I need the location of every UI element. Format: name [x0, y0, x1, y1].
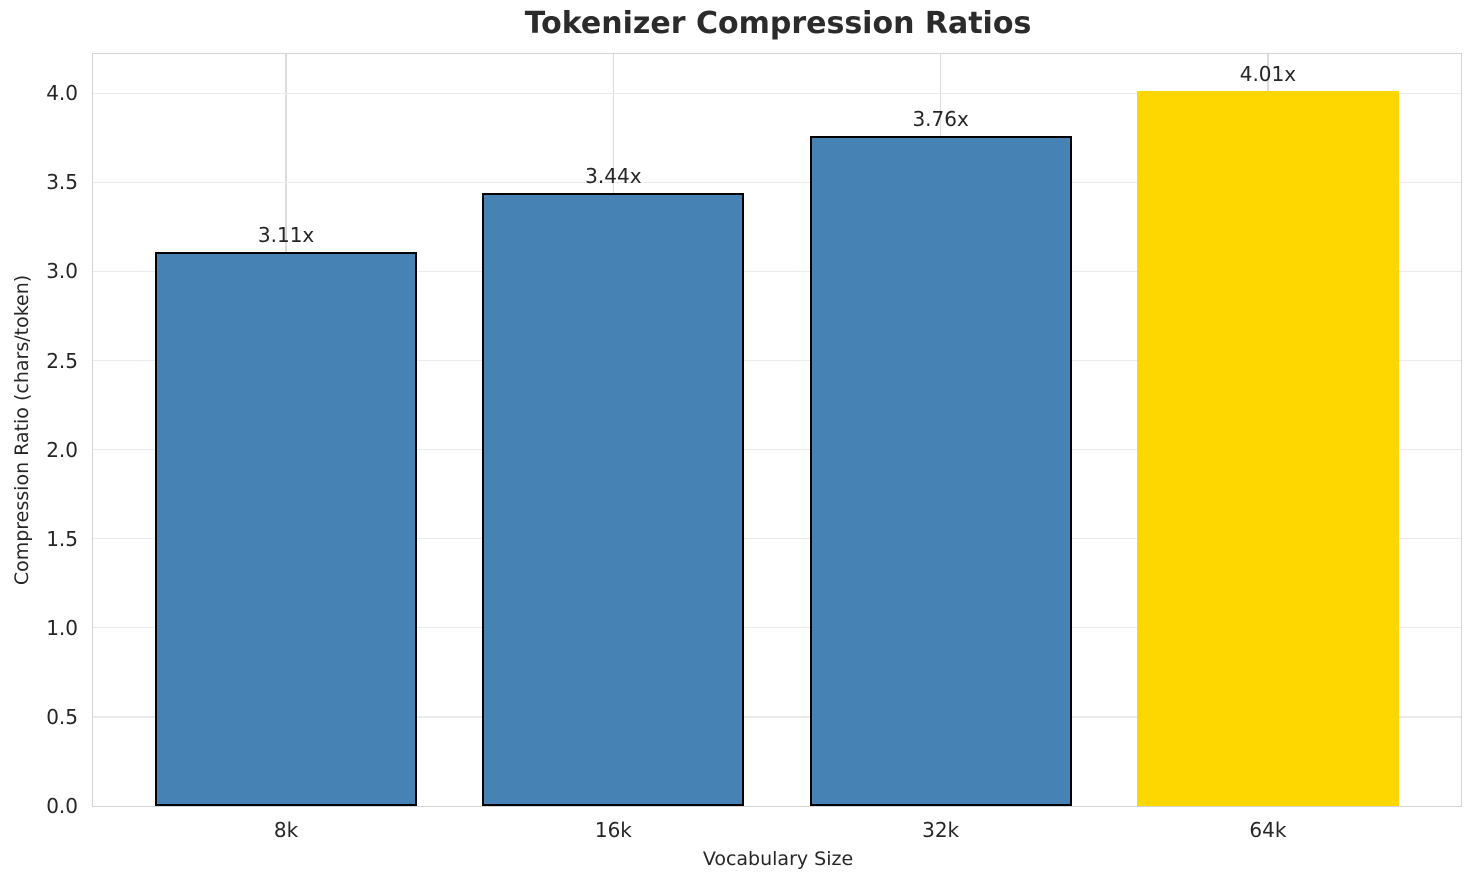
bar-32k	[809, 135, 1072, 806]
x-tick-label-32k: 32k	[922, 818, 960, 842]
gridline-horizontal-1.0	[93, 627, 1461, 629]
y-tick-label: 1.5	[46, 526, 78, 551]
y-tick-label: 2.5	[46, 348, 78, 373]
x-tick-label-64k: 64k	[1249, 818, 1287, 842]
gridline-horizontal-3.0	[93, 270, 1461, 273]
bar-value-label-8k: 3.11x	[257, 222, 315, 247]
y-tick-label: 0.0	[46, 794, 78, 818]
bar-value-label-16k: 3.44x	[585, 164, 642, 188]
y-tick-label: 4.0	[46, 81, 78, 106]
gridline-horizontal-2.0	[93, 448, 1461, 451]
bar-value-label-64k: 4.01x	[1239, 62, 1297, 87]
y-tick-label: 0.5	[46, 704, 78, 729]
plot-area: 3.11x 3.44x 3.76x 4.01x	[92, 53, 1462, 807]
y-tick-label: 1.0	[46, 615, 78, 640]
gridline-horizontal-3.5	[93, 181, 1461, 183]
x-axis-label: Vocabulary Size	[702, 848, 854, 870]
bar-16k	[482, 193, 745, 806]
y-tick-label: 2.0	[46, 437, 78, 462]
chart-title: Tokenizer Compression Ratios	[524, 6, 1032, 41]
gridline-horizontal-0.5	[93, 716, 1461, 718]
gridline-horizontal-4.0	[93, 92, 1461, 94]
y-tick-label: 3.0	[46, 259, 78, 284]
bar-value-label-32k: 3.76x	[912, 106, 969, 131]
gridline-horizontal-1.5	[93, 538, 1461, 540]
x-tick-label-8k: 8k	[273, 818, 299, 842]
bar-64k	[1137, 91, 1399, 806]
y-tick-label: 3.5	[46, 170, 78, 195]
bar-8k	[155, 251, 417, 806]
gridline-horizontal-2.5	[93, 359, 1461, 362]
x-tick-label-16k: 16k	[594, 818, 632, 842]
